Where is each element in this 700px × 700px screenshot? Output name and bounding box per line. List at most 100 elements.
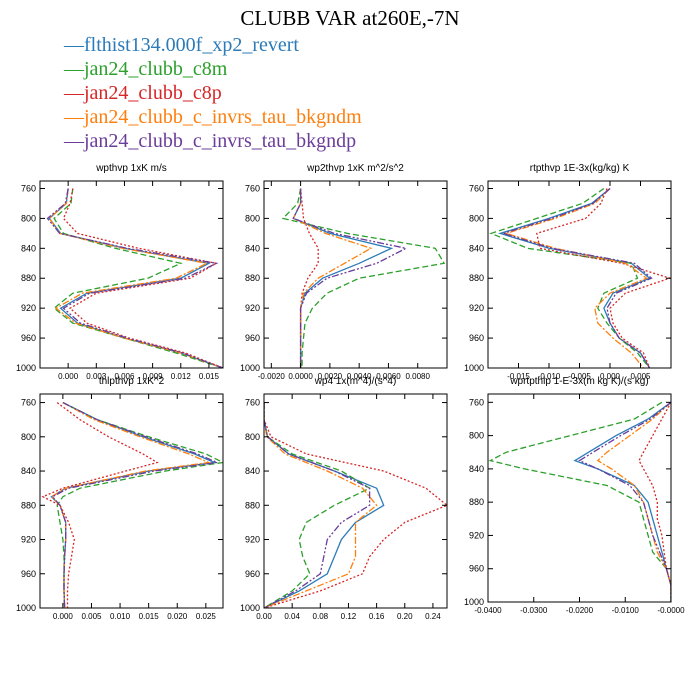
y-tick-label: 840 [469,243,484,253]
legend-item-3: —jan24_clubb_c8p [64,81,362,105]
x-tick-label: 0.0020 [318,372,343,381]
x-tick-label: -0.0000 [657,606,685,615]
series-line-2 [53,188,223,368]
plot-frame [263,180,448,369]
legend-item-1: —flthist134.000f_xp2_revert [64,33,362,57]
y-tick-label: 960 [21,569,36,579]
series-line-4 [50,402,212,608]
series-line-3 [62,188,223,368]
x-tick-label: 0.000 [53,612,74,621]
y-tick-label: 1000 [240,603,260,613]
y-tick-label: 1000 [464,597,484,607]
y-tick-label: 880 [469,497,484,507]
x-tick-label: 0.16 [369,612,385,621]
y-tick-label: 1000 [16,603,36,613]
y-tick-label: 960 [469,333,484,343]
y-tick-label: 800 [245,432,260,442]
y-tick-label: 840 [245,466,260,476]
y-tick-label: 920 [21,535,36,545]
x-tick-label: 0.24 [425,612,441,621]
plot-frame [263,393,448,609]
series-line-3 [264,402,447,608]
legend-swatch-3: — [64,82,84,104]
plot-frame [487,180,672,369]
x-tick-label: 0.0000 [288,372,313,381]
y-tick-label: 960 [245,333,260,343]
series-line-2 [489,187,651,368]
x-tick-label: 0.003 [86,372,107,381]
y-tick-label: 880 [469,273,484,283]
x-tick-label: 0.000 [58,372,79,381]
legend-swatch-1: — [64,34,84,56]
x-tick-label: 0.020 [167,612,188,621]
y-tick-label: 1000 [16,363,36,373]
series-line-1 [573,401,671,602]
x-tick-label: 0.010 [110,612,131,621]
figure-title: CLUBB VAR at260E,-7N [240,6,460,30]
x-tick-label: 0.00 [256,612,272,621]
y-tick-label: 840 [21,243,36,253]
y-tick-label: 920 [21,303,36,313]
legend-swatch-4: — [64,106,84,128]
legend-item-4: —jan24_clubb_c_invrs_tau_bkgndm [64,105,362,129]
legend-label-5: jan24_clubb_c_invrs_tau_bkgndp [84,130,357,152]
x-tick-label: -0.005 [568,372,591,381]
x-tick-label: 0.025 [196,612,217,621]
panel-title: wp2thvp 1xK m^2/s^2 [306,163,404,174]
y-tick-label: 840 [245,243,260,253]
plot-frame [39,393,224,609]
series-line-5 [46,188,223,368]
panel-6: wprtpthlp 1-E-3x(m kg K)/(s kg) 760 800 840… [464,376,685,615]
series-line-4 [504,188,648,368]
panel-title: wprtpthlp 1-E-3x(m kg K)/(s kg) [509,376,648,387]
x-tick-label: -0.0020 [258,372,286,381]
y-tick-label: 920 [469,303,484,313]
y-tick-label: 840 [21,466,36,476]
y-tick-label: 1000 [240,363,260,373]
x-tick-label: 0.0060 [376,372,401,381]
series-line-4 [292,188,373,368]
series-line-1 [50,402,217,608]
y-tick-label: 760 [245,398,260,408]
y-tick-label: 880 [245,273,260,283]
y-tick-label: 800 [245,213,260,223]
legend-swatch-2: — [64,58,84,80]
x-tick-label: -0.0400 [474,606,502,615]
series-line-5 [51,402,220,608]
y-tick-label: 800 [469,213,484,223]
x-tick-label: 0.005 [81,612,102,621]
y-tick-label: 800 [21,432,36,442]
x-tick-label: 0.012 [171,372,192,381]
y-tick-label: 760 [469,183,484,193]
panel-4: thlpthvp 1xK^2 760 800 840 880 920 960 1000 0.00… [16,376,224,621]
x-tick-label: 0.000 [600,372,621,381]
x-tick-label: 0.08 [313,612,329,621]
y-tick-label: 960 [469,564,484,574]
x-tick-label: 0.006 [114,372,135,381]
y-tick-label: 760 [21,398,36,408]
x-tick-label: 0.009 [143,372,164,381]
x-tick-label: -0.0200 [566,606,594,615]
y-tick-label: 920 [245,535,260,545]
y-tick-label: 920 [469,530,484,540]
y-tick-label: 760 [245,183,260,193]
panel-title: wpthvp 1xK m/s [95,163,167,174]
panel-title: wp4 1x(m^4)/(s^4) [314,376,397,387]
series-line-2 [281,188,446,368]
series-line-5 [578,401,671,602]
series-line-3 [638,401,671,602]
series-line-3 [41,402,159,608]
y-tick-label: 800 [21,213,36,223]
x-tick-label: -0.0100 [612,606,640,615]
legend-label-4: jan24_clubb_c_invrs_tau_bkgndm [84,106,362,128]
x-tick-label: 0.0040 [347,372,372,381]
legend-swatch-5: — [64,130,84,152]
y-tick-label: 920 [245,303,260,313]
legend-label-1: flthist134.000f_xp2_revert [84,34,299,56]
series-line-2 [56,402,223,608]
panel-title: rtpthvp 1E-3x(kg/kg) K [530,163,630,174]
panel-2: wp2thvp 1xK m^2/s^2 760 800 840 880 920 960 100… [240,163,448,381]
x-tick-label: 0.12 [341,612,357,621]
y-tick-label: 760 [469,397,484,407]
